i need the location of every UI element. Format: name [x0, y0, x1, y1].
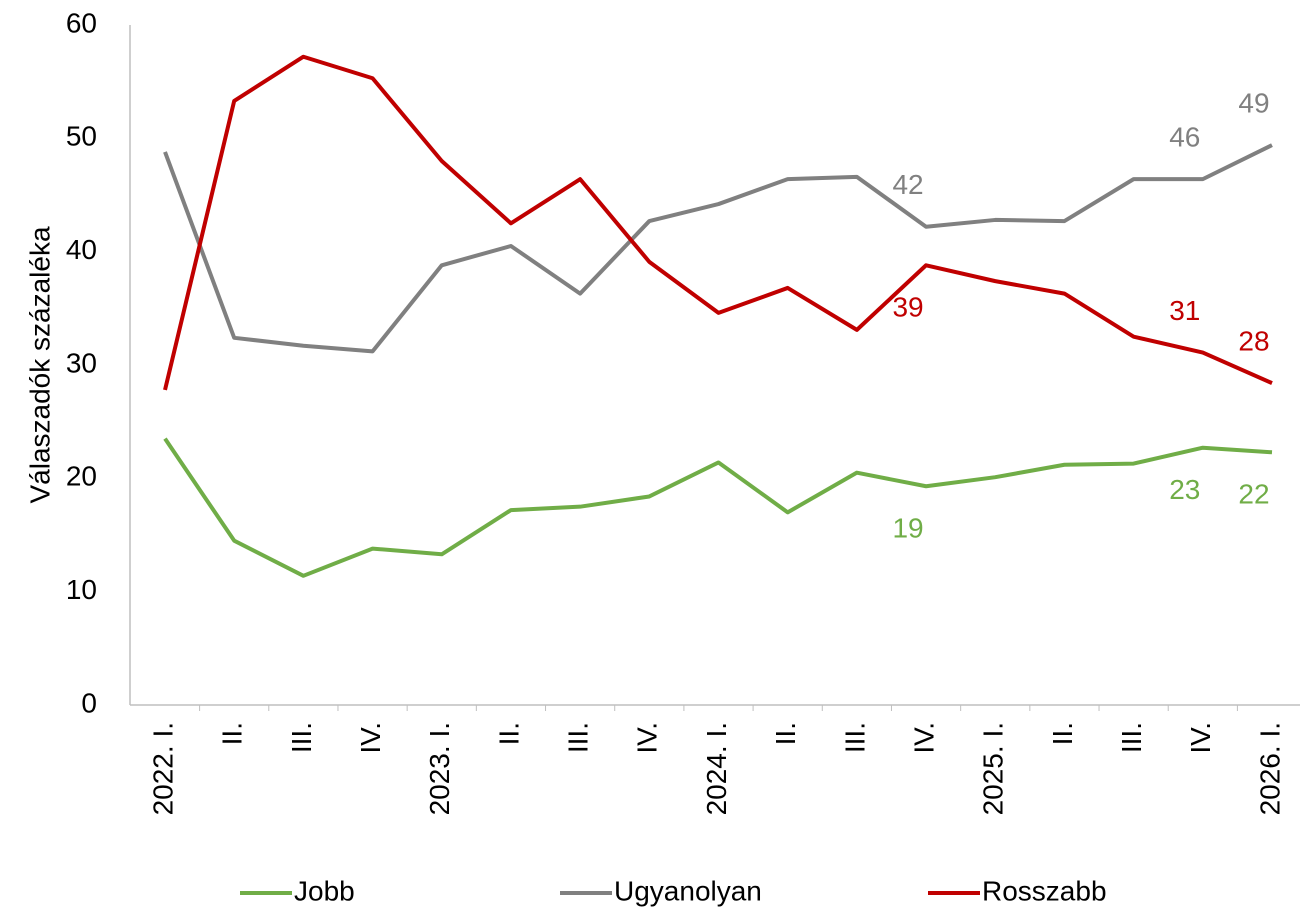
data-label: 42	[892, 169, 923, 200]
x-tick-label: III.	[286, 722, 317, 753]
x-tick-label: 2023. I.	[424, 722, 455, 815]
legend-label: Ugyanolyan	[614, 875, 762, 906]
data-label: 22	[1238, 479, 1269, 510]
x-tick-label: II.	[493, 722, 524, 745]
x-tick-label: II.	[770, 722, 801, 745]
x-tick-label: IV.	[632, 722, 663, 754]
y-tick-label: 50	[66, 121, 97, 152]
x-tick-label: 2025. I.	[978, 722, 1009, 815]
x-tick-label: 2026. I.	[1254, 722, 1285, 815]
series-line	[163, 54, 1273, 391]
y-tick-label: 40	[66, 234, 97, 265]
legend-label: Rosszabb	[982, 875, 1107, 906]
data-label: 19	[892, 513, 923, 544]
x-tick-label: 2022. I.	[147, 722, 178, 815]
data-label: 49	[1238, 88, 1269, 119]
data-label: 23	[1169, 474, 1200, 505]
x-tick-label: II.	[1047, 722, 1078, 745]
data-label: 28	[1238, 326, 1269, 357]
y-tick-label: 60	[66, 7, 97, 38]
legend-label: Jobb	[294, 875, 355, 906]
x-tick-label: IV.	[908, 722, 939, 754]
y-tick-label: 10	[66, 574, 97, 605]
y-tick-label: 30	[66, 347, 97, 378]
series-line	[163, 437, 1273, 578]
x-tick-label: IV.	[1185, 722, 1216, 754]
data-label: 31	[1169, 295, 1200, 326]
x-tick-label: III.	[1116, 722, 1147, 753]
data-label: 39	[892, 292, 923, 323]
x-tick-label: 2024. I.	[701, 722, 732, 815]
series-line	[163, 143, 1273, 354]
x-tick-label: III.	[563, 722, 594, 753]
x-tick-label: IV.	[355, 722, 386, 754]
y-tick-label: 20	[66, 461, 97, 492]
y-axis-title: Válaszadók százaléka	[24, 226, 55, 503]
x-tick-label: III.	[839, 722, 870, 753]
y-tick-label: 0	[81, 687, 97, 718]
x-tick-label: II.	[217, 722, 248, 745]
data-label: 46	[1169, 122, 1200, 153]
